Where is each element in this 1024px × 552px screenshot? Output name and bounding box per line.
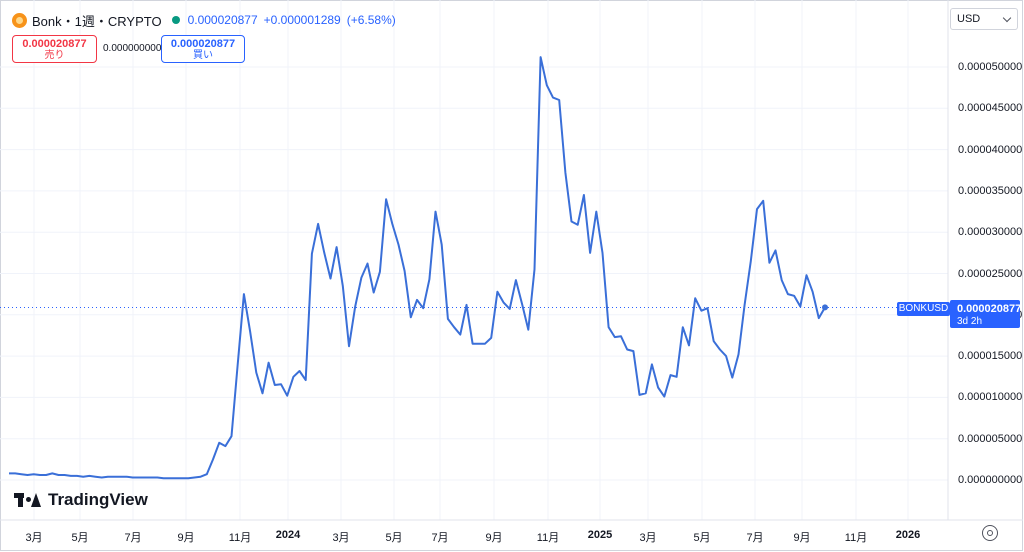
buy-price: 0.000020877 [170, 38, 236, 50]
bar-countdown: 3d 2h [957, 316, 983, 327]
tradingview-logo-icon [14, 493, 42, 507]
time-tick-label: 7月 [431, 532, 449, 544]
time-tick-label: 11月 [844, 532, 868, 544]
price-tick-label: 0.000040000 [958, 143, 1023, 156]
price-series-line [9, 56, 826, 480]
symbol-title[interactable]: Bonk・1週・CRYPTO [32, 13, 162, 29]
price-tick-label: 0.000030000 [958, 226, 1023, 239]
time-tick-label: 5月 [385, 532, 403, 544]
spread-value: 0.000000000 [103, 43, 162, 54]
grid-lines [0, 0, 948, 520]
scale-settings-icon[interactable] [982, 525, 998, 541]
price-tick-label: 0.000045000 [958, 102, 1023, 115]
time-tick-label: 5月 [693, 532, 711, 544]
time-tick-label: 7月 [746, 532, 764, 544]
buy-label: 買い [193, 50, 213, 61]
price-tick-label: 0.000015000 [958, 350, 1023, 363]
price-tick-label: 0.000010000 [958, 391, 1023, 404]
price-tick-label: 0.000025000 [958, 267, 1023, 280]
time-tick-label: 3月 [639, 532, 657, 544]
last-price-point [822, 304, 828, 311]
time-tick-label: 9月 [177, 532, 195, 544]
bonk-coin-icon [12, 12, 27, 28]
time-tick-label: 2025 [587, 529, 613, 541]
market-status-icon [171, 16, 180, 24]
legend-change-pct: (+6.58%) [346, 13, 396, 27]
sell-price: 0.000020877 [22, 38, 87, 50]
symbol-legend: Bonk・1週・CRYPTO 0.000020877 +0.000001289 … [12, 10, 402, 30]
symbol-badge: BONKUSD [897, 302, 950, 316]
sell-button[interactable]: 0.000020877 売り [12, 35, 97, 63]
time-tick-label: 9月 [485, 532, 503, 544]
currency-select[interactable]: USD [950, 8, 1018, 30]
time-tick-label: 11月 [536, 532, 560, 544]
legend-change: +0.000001289 [263, 13, 341, 27]
time-tick-label: 2026 [895, 529, 921, 541]
tradingview-logo[interactable]: TradingView [14, 490, 148, 510]
time-tick-label: 11月 [228, 532, 252, 544]
last-price-label: 0.000020877 [957, 303, 1022, 315]
time-tick-label: 3月 [332, 532, 350, 544]
price-tick-label: 0.000005000 [958, 432, 1023, 445]
currency-value: USD [957, 13, 981, 25]
price-tick-label: 0.000000000 [958, 474, 1023, 486]
chevron-down-icon [1002, 13, 1012, 23]
time-tick-label: 9月 [793, 532, 811, 544]
price-tick-label: 0.000050000 [958, 61, 1023, 73]
time-tick-label: 2024 [275, 529, 301, 541]
time-tick-label: 3月 [25, 532, 43, 544]
time-tick-label: 7月 [124, 532, 142, 544]
tradingview-logo-text: TradingView [48, 490, 148, 509]
last-price-badge: 0.000020877 3d 2h [950, 300, 1022, 328]
buy-button[interactable]: 0.000020877 買い [161, 35, 245, 63]
sell-label: 売り [44, 50, 65, 61]
price-tick-label: 0.000035000 [958, 184, 1023, 197]
legend-last-price: 0.000020877 [187, 13, 258, 27]
time-tick-label: 5月 [71, 532, 89, 544]
